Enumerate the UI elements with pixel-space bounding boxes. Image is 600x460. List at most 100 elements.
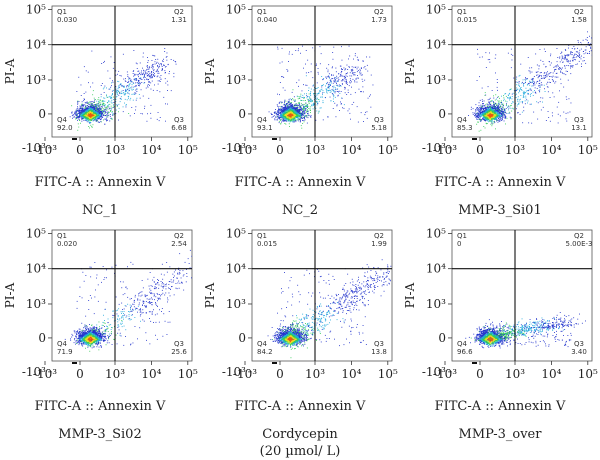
event-dot (523, 95, 524, 96)
event-dot (98, 107, 99, 108)
event-dot (332, 86, 333, 87)
event-dot (90, 103, 91, 104)
event-dot (117, 106, 118, 107)
event-dot (165, 67, 166, 68)
event-dot (597, 36, 598, 37)
event-dot (365, 69, 366, 70)
event-dot (147, 69, 148, 70)
event-dot (101, 112, 102, 113)
event-dot (173, 60, 174, 61)
event-dot (294, 108, 295, 109)
event-dot (150, 76, 151, 77)
event-dot (121, 99, 122, 100)
event-dot (335, 91, 336, 92)
event-dot (109, 112, 110, 113)
event-dot (295, 104, 296, 105)
event-dot (99, 106, 100, 107)
event-dot (527, 103, 528, 104)
event-dot (85, 107, 86, 108)
event-dot (310, 98, 311, 99)
event-dot (501, 111, 502, 112)
event-dot (275, 112, 276, 113)
event-dot (341, 86, 342, 87)
event-dot (291, 110, 292, 111)
event-dot (99, 122, 100, 123)
event-dot (111, 102, 112, 103)
event-dot (139, 73, 140, 74)
event-dot (277, 104, 278, 105)
event-dot (330, 92, 331, 93)
event-dot (99, 108, 100, 109)
event-dot (127, 72, 128, 73)
event-dot (516, 108, 517, 109)
event-dot (79, 117, 80, 118)
event-dot (284, 115, 285, 116)
event-dot (557, 61, 558, 62)
event-dot (318, 74, 319, 75)
event-dot (280, 82, 281, 83)
event-dot (475, 104, 476, 105)
event-dot (276, 119, 277, 120)
event-dot (350, 78, 351, 79)
event-dot (581, 66, 582, 67)
event-dot (146, 79, 147, 80)
event-dot (163, 61, 164, 62)
event-dot (135, 86, 136, 87)
event-dot (527, 90, 528, 91)
event-dot (98, 97, 99, 98)
event-dot (562, 73, 563, 74)
event-dot (566, 59, 567, 60)
event-dot (341, 69, 342, 70)
event-dot (512, 60, 513, 61)
event-dot (544, 49, 545, 50)
event-dot (357, 78, 358, 79)
event-dot (78, 123, 79, 124)
event-dot (136, 63, 137, 64)
event-dot (502, 104, 503, 105)
event-dot (341, 46, 342, 47)
event-dot (143, 74, 144, 75)
event-dot (350, 80, 351, 81)
event-dot (129, 86, 130, 87)
event-dot (78, 110, 79, 111)
event-dot (340, 76, 341, 77)
event-dot (339, 85, 340, 86)
event-dot (90, 120, 91, 121)
event-dot (79, 120, 80, 121)
event-dot (282, 76, 283, 77)
event-dot (358, 78, 359, 79)
event-dot (491, 125, 492, 126)
event-dot (82, 104, 83, 105)
event-dot (291, 115, 292, 116)
event-dot (300, 96, 301, 97)
event-dot (148, 79, 149, 80)
event-dot (311, 105, 312, 106)
event-dot (155, 61, 156, 62)
event-dot (333, 87, 334, 88)
event-dot (81, 121, 82, 122)
event-dot (77, 109, 78, 110)
event-dot (110, 78, 111, 79)
event-dot (113, 99, 114, 100)
event-dot (128, 90, 129, 91)
event-dot (520, 102, 521, 103)
event-dot (101, 113, 102, 114)
x-tick-label: 10⁵ (178, 143, 198, 157)
event-dot (566, 71, 567, 72)
event-dot (344, 76, 345, 77)
event-dot (285, 109, 286, 110)
event-dot (90, 114, 91, 115)
event-dot (151, 105, 152, 106)
quadrant-name-q2: Q2 (174, 8, 184, 16)
event-dot (361, 67, 362, 68)
event-dot (329, 88, 330, 89)
event-dot (84, 112, 85, 113)
event-dot (335, 77, 336, 78)
event-dot (562, 56, 563, 57)
event-dot (93, 102, 94, 103)
event-dot (306, 105, 307, 106)
event-dot (305, 109, 306, 110)
event-dot (497, 87, 498, 88)
event-dot (110, 98, 111, 99)
